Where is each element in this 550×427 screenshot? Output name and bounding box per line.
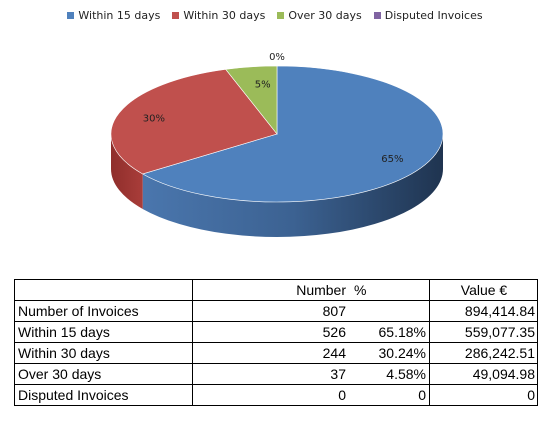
table-row: Within 15 days 526 65.18% 559,077.35 — [14, 321, 538, 343]
table-row: Disputed Invoices 0 0 0 — [14, 384, 538, 406]
table-header-row: Number % Value € — [14, 279, 538, 301]
row-percent: 65.18% — [350, 321, 430, 343]
legend-label: Over 30 days — [288, 8, 362, 22]
row-percent: 30.24% — [350, 342, 430, 364]
row-number: 0 — [192, 384, 350, 406]
pie-label-over-30-days: 5% — [255, 80, 271, 91]
chart-legend: Within 15 days Within 30 days Over 30 days… — [0, 0, 550, 30]
row-label: Number of Invoices — [14, 300, 193, 322]
header-percent: % — [350, 279, 430, 301]
pie-side-within-30-days — [111, 134, 143, 209]
pie-slice-within-30-days — [110, 69, 278, 175]
row-label: Over 30 days — [14, 363, 193, 385]
invoice-summary-table: Number % Value € Number of Invoices 807 … — [14, 279, 538, 406]
legend-item-within-15-days: Within 15 days — [67, 9, 160, 22]
table-row: Within 30 days 244 30.24% 286,242.51 — [14, 342, 538, 364]
legend-label: Within 30 days — [183, 8, 266, 22]
legend-swatch — [172, 11, 180, 19]
pie-slice-over-30-days — [225, 65, 278, 135]
row-label: Within 15 days — [14, 321, 193, 343]
legend-item-disputed-invoices: Disputed Invoices — [373, 8, 483, 22]
row-value: 286,242.51 — [429, 342, 538, 364]
row-value: 894,414.84 — [429, 300, 538, 322]
row-value: 0 — [429, 384, 538, 406]
pie-label-within-30-days: 30% — [143, 114, 165, 125]
row-number: 807 — [192, 300, 350, 322]
legend-item-within-30-days: Within 30 days — [172, 9, 265, 22]
row-percent: 4.58% — [350, 363, 430, 385]
header-label — [14, 279, 193, 301]
pie-label-disputed-invoices: 0% — [269, 52, 285, 63]
pie-side-within-15-days — [142, 134, 443, 237]
pie-slice-within-15-days — [141, 65, 444, 203]
pie-label-within-15-days: 65% — [381, 154, 403, 165]
row-percent — [350, 300, 430, 322]
legend-item-over-30-days: Over 30 days — [277, 8, 362, 22]
legend-swatch — [373, 11, 381, 19]
row-percent: 0 — [350, 384, 430, 406]
row-number: 526 — [192, 321, 350, 343]
row-label: Disputed Invoices — [14, 384, 193, 406]
legend-label: Disputed Invoices — [384, 8, 483, 22]
row-value: 559,077.35 — [429, 321, 538, 343]
pie-chart: 65% 30% 5% 0% — [110, 52, 444, 237]
header-number: Number — [192, 279, 350, 301]
table-row: Over 30 days 37 4.58% 49,094.98 — [14, 363, 538, 385]
row-number: 244 — [192, 342, 350, 364]
row-value: 49,094.98 — [429, 363, 538, 385]
legend-swatch — [67, 11, 75, 19]
legend-swatch — [277, 11, 285, 19]
row-label: Within 30 days — [14, 342, 193, 364]
table-row: Number of Invoices 807 894,414.84 — [14, 300, 538, 322]
header-value: Value € — [429, 279, 538, 301]
row-number: 37 — [192, 363, 350, 385]
legend-label: Within 15 days — [78, 8, 161, 22]
